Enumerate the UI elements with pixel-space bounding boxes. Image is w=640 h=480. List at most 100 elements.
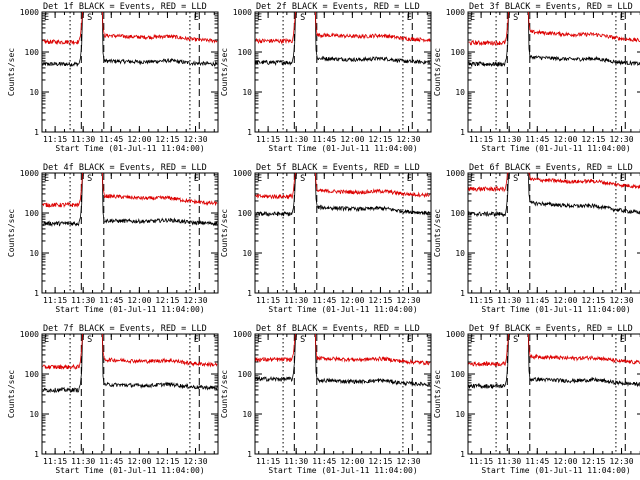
- events-series-pre: [468, 333, 509, 390]
- x-tick-label: 12:00: [340, 457, 364, 466]
- y-tick-label: 10: [455, 88, 465, 97]
- x-tick-label: 11:15: [256, 135, 280, 144]
- y-axis-label: Counts/sec: [7, 48, 16, 96]
- detector-panel-7: Det 7f BLACK = Events, RED = LLD 1 10 100 10…: [7, 324, 219, 475]
- x-axis-label: Start Time (01-Jul-11 11:04:00): [268, 305, 417, 314]
- event-marker-label: E: [257, 335, 262, 345]
- x-tick-label: 11:15: [43, 135, 67, 144]
- detector-panel-8: Det 8f BLACK = Events, RED = LLD 1 10 100 10…: [220, 324, 432, 475]
- plot-frame: [254, 11, 432, 133]
- x-tick-label: 11:30: [284, 457, 308, 466]
- y-tick-label: 1000: [233, 330, 252, 339]
- event-marker-label: S: [87, 13, 92, 23]
- plot-frame: [467, 172, 640, 294]
- plot-frame: [41, 333, 219, 455]
- event-marker-label: S: [513, 335, 518, 345]
- detector-panel-4: Det 4f BLACK = Events, RED = LLD 1 10 100 10…: [7, 163, 219, 314]
- x-tick-label: 11:15: [469, 135, 493, 144]
- detector-panel-6: Det 6f BLACK = Events, RED = LLD 1 10 100 10…: [433, 163, 640, 314]
- y-axis-label: Counts/sec: [433, 209, 442, 257]
- events-series-post: [527, 333, 640, 388]
- events-series-post: [527, 11, 640, 67]
- plot-frame: [41, 172, 219, 294]
- events-series-post: [101, 333, 218, 391]
- x-tick-label: 11:45: [525, 457, 549, 466]
- lld-series-pre: [42, 333, 83, 370]
- events-series-post: [101, 172, 218, 227]
- panel-title: Det 8f BLACK = Events, RED = LLD: [256, 324, 420, 334]
- x-tick-label: 12:15: [155, 296, 179, 305]
- event-marker-label: S: [513, 13, 518, 23]
- y-tick-label: 1: [34, 128, 39, 137]
- x-axis-label: Start Time (01-Jul-11 11:04:00): [268, 466, 417, 475]
- plot-frame: [467, 11, 640, 133]
- plot-frame: [467, 333, 640, 455]
- x-tick-label: 12:30: [396, 135, 420, 144]
- x-tick-label: 12:15: [581, 457, 605, 466]
- x-tick-label: 11:45: [312, 135, 336, 144]
- x-tick-label: 11:30: [284, 296, 308, 305]
- lld-series-post: [527, 333, 640, 365]
- event-marker-label: S: [87, 335, 92, 345]
- x-tick-label: 11:15: [43, 457, 67, 466]
- detector-panel-9: Det 9f BLACK = Events, RED = LLD 1 10 100 10…: [433, 324, 640, 475]
- event-marker-label: E: [194, 13, 199, 23]
- events-series-pre: [255, 333, 296, 383]
- x-axis: 11:15 11:30 11:45 12:00 12:15 12:30: [256, 173, 428, 305]
- event-marker-label: S: [300, 335, 305, 345]
- event-marker-label: S: [300, 174, 305, 184]
- event-marker-label: E: [194, 335, 199, 345]
- y-tick-label: 1: [247, 289, 252, 298]
- event-marker-label: E: [44, 174, 49, 184]
- events-series-pre: [42, 172, 83, 228]
- event-marker-label: E: [470, 13, 475, 23]
- x-axis-label: Start Time (01-Jul-11 11:04:00): [481, 305, 630, 314]
- y-tick-label: 10: [29, 249, 39, 258]
- event-marker-label: E: [407, 174, 412, 184]
- y-tick-label: 10: [242, 88, 252, 97]
- lld-series-pre: [468, 172, 509, 193]
- x-tick-label: 12:30: [183, 457, 207, 466]
- event-marker-label: S: [513, 174, 518, 184]
- y-axis-label: Counts/sec: [433, 370, 442, 418]
- lld-series-pre: [255, 11, 296, 45]
- lld-series-pre: [255, 172, 296, 200]
- event-marker-label: E: [470, 174, 475, 184]
- x-tick-label: 11:30: [71, 457, 95, 466]
- y-axis: 1 10 100 1000: [446, 8, 640, 137]
- y-axis: 1 10 100 1000: [446, 330, 640, 459]
- x-tick-label: 12:15: [581, 135, 605, 144]
- x-tick-label: 12:00: [340, 296, 364, 305]
- y-tick-label: 10: [29, 410, 39, 419]
- y-axis: 1 10 100 1000: [233, 169, 431, 298]
- x-tick-label: 12:30: [609, 457, 633, 466]
- x-tick-label: 12:00: [553, 296, 577, 305]
- lld-series-post: [528, 172, 640, 190]
- x-axis: 11:15 11:30 11:45 12:00 12:15 12:30: [256, 12, 428, 144]
- y-tick-label: 1: [460, 450, 465, 459]
- x-axis-label: Start Time (01-Jul-11 11:04:00): [55, 144, 204, 153]
- x-tick-label: 12:00: [553, 457, 577, 466]
- event-marker-label: E: [44, 13, 49, 23]
- panel-title: Det 4f BLACK = Events, RED = LLD: [43, 163, 207, 173]
- lld-series-pre: [468, 11, 509, 47]
- event-marker-label: S: [300, 13, 305, 23]
- y-tick-label: 10: [29, 88, 39, 97]
- x-tick-label: 12:00: [553, 135, 577, 144]
- x-tick-label: 12:15: [155, 135, 179, 144]
- x-tick-label: 12:00: [127, 457, 151, 466]
- panel-title: Det 7f BLACK = Events, RED = LLD: [43, 324, 207, 334]
- x-tick-label: 12:00: [340, 135, 364, 144]
- detector-panel-5: Det 5f BLACK = Events, RED = LLD 1 10 100 10…: [220, 163, 432, 314]
- event-marker-label: E: [620, 335, 625, 345]
- event-marker-label: E: [620, 13, 625, 23]
- y-tick-label: 100: [25, 209, 40, 218]
- event-marker-label: E: [194, 174, 199, 184]
- x-tick-label: 12:30: [396, 457, 420, 466]
- panel-title: Det 1f BLACK = Events, RED = LLD: [43, 2, 207, 12]
- events-series-post: [314, 172, 431, 216]
- y-tick-label: 100: [25, 48, 40, 57]
- events-series-pre: [42, 333, 83, 394]
- event-marker-label: E: [257, 13, 262, 23]
